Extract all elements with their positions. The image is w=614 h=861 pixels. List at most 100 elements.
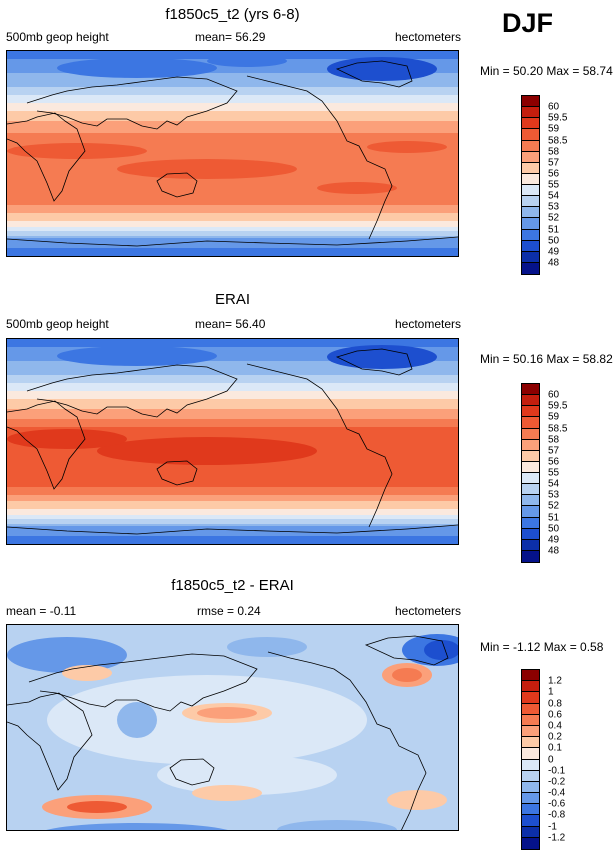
min-max-label: Min = -1.12 Max = 0.58 [480, 640, 604, 654]
colorbar-tick-label: -0.6 [548, 798, 566, 810]
colorbar-cell [522, 670, 539, 682]
colorbar [521, 383, 540, 563]
colorbar-tick-label: 58.5 [548, 135, 568, 146]
colorbar-cell [522, 240, 539, 252]
mean-label: mean= 56.40 [195, 317, 266, 331]
colorbar-cell [522, 748, 539, 760]
map-plot [6, 338, 459, 545]
colorbar-tick-label: 49 [548, 534, 560, 546]
colorbar-cell [522, 517, 539, 529]
colorbar-cell [522, 406, 539, 418]
colorbar-tick-label: 52 [548, 212, 560, 224]
min-max-label: Min = 50.20 Max = 58.74 [480, 64, 613, 78]
colorbar-tick-label: 50 [548, 523, 560, 535]
colorbar-cell [522, 770, 539, 782]
colorbar-cell [522, 384, 539, 396]
colorbar-tick-label: 50 [548, 235, 560, 247]
colorbar-tick-label: 59.5 [548, 112, 568, 124]
colorbar-tick-label: 0.6 [548, 709, 562, 721]
colorbar-cell [522, 681, 539, 693]
colorbar-tick-label: 51 [548, 512, 560, 523]
colorbar-tick-label: 58.5 [548, 423, 568, 434]
units-label: hectometers [394, 604, 461, 618]
panel-title: f1850c5_t2 - ERAI [171, 577, 294, 594]
colorbar-tick-label: -0.4 [548, 787, 566, 799]
units-label: hectometers [394, 30, 461, 44]
colorbar-cell [522, 140, 539, 152]
season-label: DJF [502, 8, 554, 38]
colorbar-cell [522, 804, 539, 816]
colorbar-tick-label: 56 [548, 456, 560, 468]
colorbar-cell [522, 759, 539, 771]
colorbar-tick-label: 53 [548, 201, 560, 213]
colorbar-tick-label: 59 [548, 123, 560, 135]
colorbar-tick-label: 59 [548, 411, 560, 423]
colorbar-cell [522, 218, 539, 230]
colorbar-tick-label: 58 [548, 146, 560, 158]
colorbar-cell [522, 196, 539, 208]
colorbar-cell [522, 107, 539, 119]
colorbar-cell [522, 96, 539, 108]
rmse-label: rmse = 0.24 [197, 604, 261, 618]
colorbar-cell [522, 439, 539, 451]
colorbar-tick-label: 1.2 [548, 675, 562, 687]
colorbar-tick-label: 52 [548, 500, 560, 512]
colorbar-tick-label: -0.1 [548, 765, 566, 777]
colorbar-tick-label: 0 [548, 754, 554, 765]
colorbar-cell [522, 714, 539, 726]
map-plot [6, 624, 459, 831]
colorbar-tick-label: 58 [548, 434, 560, 446]
mean-label: mean = -0.11 [6, 604, 77, 618]
colorbar-cell [522, 417, 539, 429]
colorbar-cell [522, 725, 539, 738]
units-label: hectometers [394, 317, 461, 331]
colorbar-cell [522, 461, 539, 473]
colorbar-tick-label: 1 [548, 686, 554, 698]
colorbar-cell [522, 395, 539, 407]
mean-label: mean= 56.29 [195, 30, 266, 44]
colorbar-tick-label: 49 [548, 246, 560, 258]
colorbar-cell [522, 207, 539, 219]
colorbar-cell [522, 162, 539, 174]
colorbar-tick-label: 53 [548, 489, 560, 501]
colorbar-cell [522, 185, 539, 197]
colorbar-tick-label: 54 [548, 478, 560, 490]
colorbar-cell [522, 251, 539, 263]
colorbar-tick-label: 57 [548, 445, 560, 457]
colorbar-cell [522, 703, 539, 715]
colorbar-cell [522, 550, 539, 562]
colorbar-cell [522, 781, 539, 794]
colorbar-tick-label: 59.5 [548, 400, 568, 412]
colorbar-cell [522, 737, 539, 749]
colorbar-tick-label: 54 [548, 190, 560, 202]
colorbar-cell [522, 692, 539, 704]
colorbar-tick-label: 51 [548, 224, 560, 235]
colorbar-cell [522, 826, 539, 838]
colorbar-tick-label: 0.2 [548, 731, 562, 743]
colorbar-tick-label: -1 [548, 821, 557, 833]
colorbar-tick-label: 0.1 [548, 742, 562, 754]
colorbar-tick-label: 55 [548, 467, 560, 479]
colorbar-cell [522, 129, 539, 141]
field-label: 500mb geop height [6, 317, 109, 331]
colorbar-tick-label: -0.2 [548, 776, 566, 788]
colorbar-cell [522, 428, 539, 440]
colorbar-cell [522, 528, 539, 540]
colorbar-tick-label: 60 [548, 389, 560, 401]
colorbar-tick-label: 48 [548, 545, 560, 557]
colorbar-cell [522, 173, 539, 185]
colorbar-cell [522, 495, 539, 507]
map-plot [6, 50, 459, 257]
colorbar-cell [522, 118, 539, 130]
colorbar-cell [522, 539, 539, 551]
colorbar-cell [522, 229, 539, 241]
colorbar-tick-label: 60 [548, 101, 560, 113]
colorbar-cell [522, 506, 539, 518]
colorbar-tick-label: 55 [548, 179, 560, 191]
colorbar-cell [522, 262, 539, 274]
colorbar-cell [522, 837, 539, 849]
colorbar-tick-label: -0.8 [548, 809, 566, 821]
min-max-label: Min = 50.16 Max = 58.82 [480, 352, 613, 366]
colorbar-tick-label: 56 [548, 168, 560, 180]
colorbar-tick-label: 57 [548, 157, 560, 169]
